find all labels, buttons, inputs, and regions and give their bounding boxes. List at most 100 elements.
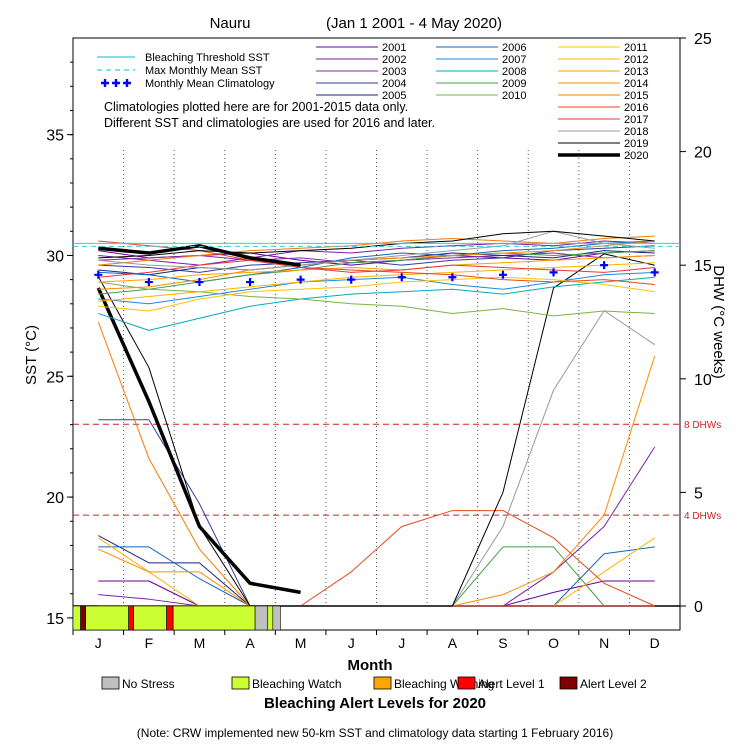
sst-line-2012 (98, 262, 655, 302)
monthly-mean-climatology (94, 261, 659, 287)
sst-tick-label: 15 (46, 611, 64, 628)
sst-tick-label: 30 (46, 248, 64, 265)
sst-line-2017 (98, 259, 655, 278)
climatology-marker (498, 270, 507, 279)
year-legend-label: 2006 (502, 42, 526, 54)
alert-legend-swatch (373, 676, 392, 690)
climatology-marker (94, 270, 103, 279)
alert-segment (128, 605, 134, 631)
climatology-legend-marker (112, 79, 120, 87)
alert-legend-swatch (457, 676, 476, 690)
climatology-marker (296, 275, 305, 284)
sst-tick-label: 25 (46, 369, 64, 386)
dhw-threshold-label: 8 DHWs (684, 420, 721, 431)
x-tick-label: M (194, 635, 206, 651)
y-axis-left-label: SST (°C) (23, 325, 40, 385)
x-tick-label: J (95, 635, 102, 651)
dhw-threshold-label: 4 DHWs (684, 511, 721, 522)
alert-legend-title: Bleaching Alert Levels for 2020 (264, 695, 486, 712)
reference-legend-label: Monthly Mean Climatology (145, 78, 275, 90)
climatology-marker (397, 273, 406, 282)
climatology-marker (195, 278, 204, 287)
climatology-note-1: Climatologies plotted here are for 2001-… (104, 100, 408, 114)
month-grid (123, 150, 630, 606)
year-legend-label: 2008 (502, 66, 526, 78)
year-legend-label: 2003 (382, 66, 406, 78)
alert-legend-swatch (231, 676, 250, 690)
year-legend-label: 2014 (624, 78, 648, 90)
year-legend-label: 2009 (502, 78, 526, 90)
year-legend-label: 2004 (382, 78, 406, 90)
year-legend-label: 2016 (624, 102, 648, 114)
alert-segment (172, 605, 256, 631)
dhw-tick-label: 5 (694, 485, 703, 502)
x-tick-label: M (295, 635, 307, 651)
dhw-line-2020 (96, 287, 301, 595)
year-legend-label: 2001 (382, 42, 406, 54)
climatology-note-2: Different SST and climatologies are used… (104, 116, 435, 130)
chart-title-location: Nauru (210, 15, 251, 32)
alert-legend-label: Alert Level 2 (580, 677, 647, 691)
sst-line-2020 (98, 244, 301, 267)
x-tick-label: D (650, 635, 660, 651)
y-axis-right-label: DHW (°C weeks) (710, 265, 727, 379)
alert-segment (133, 605, 167, 631)
alert-segment (72, 605, 81, 631)
climatology-marker (347, 275, 356, 284)
year-legend-label: 2013 (624, 66, 648, 78)
alert-segment (85, 605, 129, 631)
year-legend-label: 2020 (624, 150, 648, 162)
dhw-line-2019 (97, 253, 655, 607)
alert-segment (267, 605, 274, 631)
alert-legend-label: No Stress (122, 677, 175, 691)
dhw-tick-label: 0 (694, 599, 703, 616)
alert-legend-swatch (101, 676, 120, 690)
alert-legend-swatch (559, 676, 578, 690)
sst-line-2002 (98, 240, 655, 266)
x-tick-label: A (245, 635, 255, 651)
sst-tick-label: 35 (46, 128, 64, 145)
climatology-legend-marker (123, 79, 131, 87)
x-axis-label: Month (348, 657, 393, 674)
sst-line-2008 (98, 276, 655, 331)
dhw-thresholds (73, 423, 680, 516)
alert-legend-label: Bleaching Watch (252, 677, 342, 691)
x-tick-label: F (145, 635, 154, 651)
year-legend-label: 2010 (502, 90, 526, 102)
x-tick-label: S (498, 635, 507, 651)
year-legend-label: 2018 (624, 126, 648, 138)
climatology-marker (246, 278, 255, 287)
sst-line-2011 (98, 276, 655, 312)
chart-title-range: (Jan 1 2001 - 4 May 2020) (326, 15, 502, 32)
climatology-marker (600, 261, 609, 270)
axes: J F M A M J J A S O N D 15 20 25 30 35 0 5 10 15 20 25 8 DHWs 4 … (46, 31, 721, 651)
climatology-marker (650, 268, 659, 277)
x-tick-label: J (348, 635, 355, 651)
dhw-tick-label: 10 (694, 372, 712, 389)
reference-lines (73, 242, 680, 247)
x-tick-label: N (599, 635, 609, 651)
alert-level-bar (72, 605, 281, 631)
climatology-marker (144, 278, 153, 287)
alert-segment (272, 605, 281, 631)
climatology-legend-marker (101, 79, 109, 87)
dhw-tick-label: 25 (694, 31, 712, 48)
x-tick-label: O (548, 635, 559, 651)
year-legend-label: 2002 (382, 54, 406, 66)
reference-legend-label: Max Monthly Mean SST (145, 65, 263, 77)
sst-line-2013 (98, 254, 655, 283)
sst-line-2018 (98, 230, 655, 271)
footnote: (Note: CRW implemented new 50-km SST and… (137, 726, 613, 740)
sst-line-2019 (98, 230, 655, 259)
dhw-tick-label: 20 (694, 145, 712, 162)
alert-legend-label: Alert Level 1 (478, 677, 545, 691)
alert-legend: No Stress Bleaching Watch Bleaching Warnin… (101, 676, 647, 691)
climatology-marker (448, 273, 457, 282)
sst-line-2009 (98, 250, 655, 295)
sst-line-2014 (98, 240, 655, 290)
alert-segment (80, 605, 86, 631)
year-legend-label: 2012 (624, 54, 648, 66)
alert-segment (166, 605, 174, 631)
